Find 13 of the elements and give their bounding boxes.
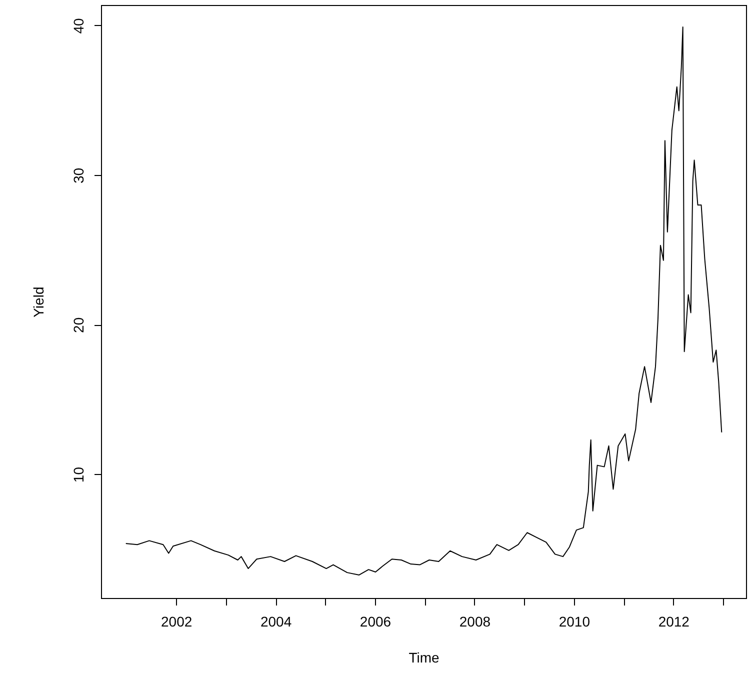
y-tick-label: 10 (70, 466, 86, 483)
x-tick-label: 2010 (558, 614, 590, 630)
x-tick-label: 2002 (161, 614, 192, 630)
x-tick-label: 2004 (260, 614, 292, 630)
y-tick-label: 20 (70, 317, 86, 333)
x-axis-title: Time (408, 650, 440, 666)
line-series (125, 26, 722, 576)
x-tick-label: 2006 (360, 614, 392, 630)
x-tick-label: 2012 (658, 614, 690, 630)
x-tick-label: 2008 (459, 614, 491, 630)
y-tick-label: 40 (70, 18, 86, 34)
y-tick-label: 30 (70, 168, 86, 184)
y-axis-title: Yield (30, 286, 46, 318)
